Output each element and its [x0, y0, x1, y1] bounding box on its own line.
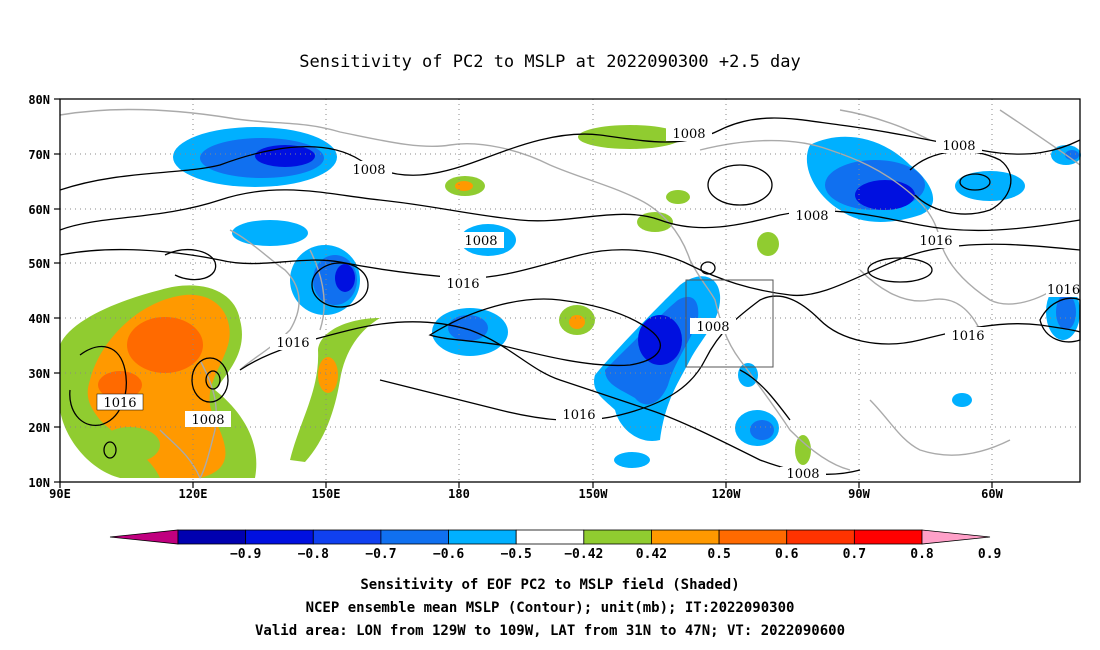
y-axis-labels: 80N 70N 60N 50N 40N 30N 20N 10N	[28, 93, 50, 490]
colorbar-label: −0.7	[365, 547, 396, 562]
contour-label: 1008	[942, 139, 975, 154]
valid-area-box	[685, 279, 774, 368]
y-tick-label: 20N	[28, 421, 50, 435]
shade-blob	[666, 190, 690, 204]
shade-blob	[455, 181, 473, 191]
colorbar-segment	[177, 529, 247, 545]
y-tick-label: 10N	[28, 476, 50, 490]
caption-line-1: Sensitivity of EOF PC2 to MSLP field (Sh…	[360, 577, 739, 593]
colorbar-label: 0.8	[910, 547, 934, 562]
x-tick-label: 60W	[981, 487, 1003, 501]
caption-line-2: NCEP ensemble mean MSLP (Contour); unit(…	[306, 600, 795, 616]
x-tick-label: 150W	[579, 487, 609, 501]
colorbar-segment	[448, 529, 517, 545]
colorbar-segment	[651, 529, 720, 545]
contour-label: 1008	[191, 413, 224, 428]
shade-blob	[952, 393, 972, 407]
x-tick-label: 90E	[49, 487, 71, 501]
coastlines	[59, 108, 1081, 479]
colorbar-segment	[921, 529, 991, 545]
x-tick-label: 90W	[848, 487, 870, 501]
contour-label: 1008	[672, 127, 705, 142]
svg-text:1016: 1016	[1047, 283, 1080, 298]
shade-blob	[1056, 294, 1076, 330]
colorbar-label: 0.9	[978, 547, 1001, 562]
colorbar-label: −0.42	[564, 547, 603, 562]
colorbar-label: 0.5	[707, 547, 730, 562]
shade-blob	[232, 220, 308, 246]
colorbar-label: 0.7	[843, 547, 866, 562]
contour-label: 1016	[562, 408, 595, 423]
map-title: Sensitivity of PC2 to MSLP at 2022090300…	[299, 52, 801, 72]
contour-label: 1016	[276, 336, 309, 351]
colorbar-label: −0.6	[433, 547, 464, 562]
x-tick-label: 120W	[712, 487, 742, 501]
x-tick-label: 180	[448, 487, 470, 501]
shade-blob	[757, 232, 779, 256]
caption-line-3: Valid area: LON from 129W to 109W, LAT f…	[255, 623, 845, 639]
shade-blob	[448, 315, 488, 341]
contour-label: 1016	[951, 329, 984, 344]
contour-label-group: 1008 1008 1008 1008 1008 1008 1008 1016 …	[96, 125, 991, 482]
colorbar-label: −0.9	[230, 547, 261, 562]
contour-label: 1008	[786, 467, 819, 482]
contour-label: 1008	[464, 234, 497, 249]
colorbar-segment	[312, 529, 382, 545]
colorbar: −0.9 −0.8 −0.7 −0.6 −0.5 −0.42 0.42 0.5 0.6 0.7 0.…	[109, 529, 1001, 562]
x-axis-labels: 90E 120E 150E 180 150W 120W 90W 60W	[49, 487, 1003, 501]
contour-label: 1016	[919, 234, 952, 249]
colorbar-label: −0.5	[501, 547, 532, 562]
shade-blob	[569, 315, 585, 329]
y-tick-label: 80N	[28, 93, 50, 107]
shade-blob	[750, 420, 774, 440]
colorbar-label: 0.6	[775, 547, 799, 562]
shade-blob	[290, 318, 380, 462]
map-frame	[59, 98, 1081, 483]
y-tick-label: 50N	[28, 257, 50, 271]
y-tick-label: 60N	[28, 203, 50, 217]
colorbar-label: 0.42	[636, 547, 667, 562]
colorbar-segment	[245, 529, 314, 545]
shade-blob	[335, 264, 355, 292]
contour-label: 1008	[795, 209, 828, 224]
shade-blob	[638, 315, 682, 365]
colorbar-segment	[380, 529, 449, 545]
shade-blob	[98, 371, 142, 399]
shade-blob	[127, 317, 203, 373]
colorbar-segment	[718, 529, 788, 545]
shade-blob	[855, 180, 915, 210]
y-tick-label: 30N	[28, 367, 50, 381]
contour-label: 1016	[103, 396, 136, 411]
colorbar-segment	[786, 529, 855, 545]
colorbar-segment	[515, 529, 585, 545]
y-tick-label: 40N	[28, 312, 50, 326]
contour-label: 1008	[696, 320, 729, 335]
contour-label-edge: 1016	[1046, 281, 1080, 298]
colorbar-segment	[853, 529, 923, 545]
colorbar-segment	[583, 529, 652, 545]
shade-blob	[578, 125, 682, 149]
colorbar-label: −0.8	[298, 547, 329, 562]
x-tick-label: 120E	[179, 487, 208, 501]
shade-blob	[614, 452, 650, 468]
colorbar-segment	[109, 529, 179, 545]
x-tick-label: 150E	[312, 487, 341, 501]
shade-blob	[795, 435, 811, 465]
y-tick-label: 70N	[28, 148, 50, 162]
contour-label: 1016	[446, 277, 479, 292]
shade-blob	[318, 357, 338, 393]
tick-marks	[54, 98, 993, 488]
contour-label: 1008	[352, 163, 385, 178]
